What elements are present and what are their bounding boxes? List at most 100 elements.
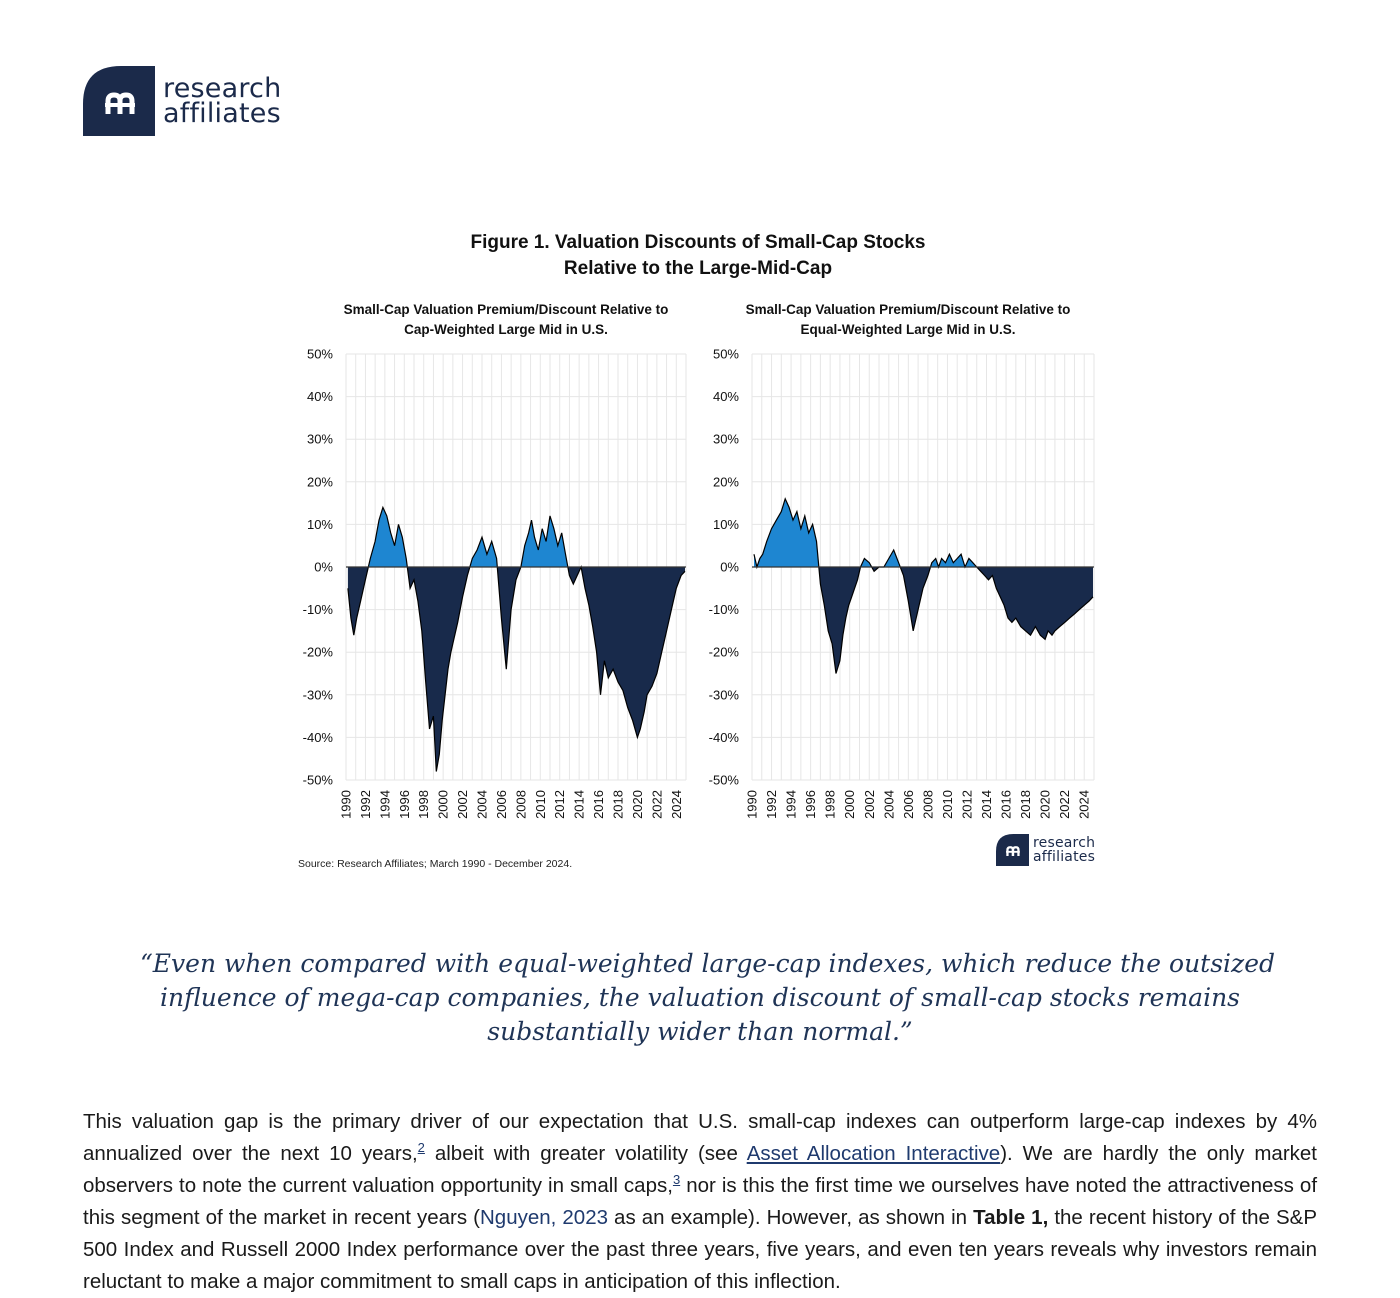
x-tick-label: 2018 [1018,790,1033,819]
x-tick-label: 1992 [764,790,779,819]
x-tick-label: 2022 [649,790,664,819]
x-tick-label: 1996 [397,790,412,819]
body-text-segment: This valuation gap is the primary driver… [83,1110,1317,1165]
discount-area [754,567,1093,674]
logo-line-research: research [163,73,282,104]
figure-title-line1: Figure 1. Valuation Discounts of Small-C… [470,232,926,253]
y-tick-label: -10% [303,602,334,617]
x-tick-label: 1992 [358,790,373,819]
figure-title: Figure 1. Valuation Discounts of Small-C… [400,230,996,282]
x-tick-label: 2012 [959,790,974,819]
x-tick-label: 2010 [533,790,548,819]
left-chart-title-line1: Small-Cap Valuation Premium/Discount Rel… [343,302,669,317]
y-tick-label: -30% [709,687,740,702]
figure-logo: research affiliates [996,831,1095,869]
x-tick-label: 2024 [1077,790,1092,819]
x-tick-label: 2016 [591,790,606,819]
x-tick-label: 1994 [784,790,799,819]
x-tick-label: 2002 [455,790,470,819]
x-tick-label: 1996 [803,790,818,819]
x-tick-label: 2022 [1057,790,1072,819]
research-affiliates-logo-icon [83,66,155,136]
x-tick-label: 2018 [611,790,626,819]
asset-allocation-interactive-link[interactable]: Asset Allocation Interactive [746,1142,1001,1165]
logo-wordmark: research affiliates [163,73,282,129]
table-1-reference: Table 1, [973,1206,1049,1229]
x-tick-label: 2020 [630,790,645,819]
x-tick-label: 1990 [339,790,354,819]
y-tick-label: 0% [314,560,333,575]
body-text-segment: ). We are hardly the only market observe… [83,1142,1318,1197]
y-tick-label: 50% [713,347,739,362]
pull-quote-line3: substantially wider than normal.” [487,1017,913,1046]
x-tick-label: 2024 [669,790,684,819]
y-tick-label: 20% [307,474,333,489]
y-tick-label: -50% [709,773,740,788]
right-chart-title-line1: Small-Cap Valuation Premium/Discount Rel… [745,302,1071,317]
x-tick-label: 2010 [940,790,955,819]
y-tick-label: -40% [709,730,740,745]
x-tick-label: 2006 [494,790,509,819]
discount-area [347,567,685,772]
valuation-series-line [753,497,1094,674]
valuation-series-line [347,505,686,772]
x-tick-label: 2014 [572,790,587,819]
figure-logo-line1: research [1033,835,1096,851]
figure-source-note: Source: Research Affiliates; March 1990 … [298,858,573,870]
figure-logo-wordmark: research affiliates [1033,836,1095,864]
body-text-segment: nor is this the first time we ourselves … [83,1174,1318,1229]
pull-quote: “Even when compared with equal-weighted … [140,947,1276,1049]
y-tick-label: 30% [713,432,739,447]
y-tick-label: 40% [713,389,739,404]
x-tick-label: 2020 [1038,790,1053,819]
right-chart: 50% 40% 30% 20% 10% 0% -10% -20% -30% -40% -50% 199… [709,347,1095,819]
y-tick-label: -40% [303,730,334,745]
y-tick-label: -20% [303,645,334,660]
pull-quote-line2: influence of mega-cap companies, the val… [159,983,1241,1012]
y-tick-label: -30% [303,687,334,702]
x-tick-label: 2008 [513,790,528,819]
x-tick-label: 2006 [901,790,916,819]
footnote-2-link[interactable]: 2 [417,1140,425,1156]
figure-logo-line2: affiliates [1033,849,1096,865]
right-chart-title-line2: Equal-Weighted Large Mid in U.S. [800,322,1016,337]
valuation-charts: 50% 40% 30% 20% 10% 0% -10% -20% -30% -40% -50% 199… [303,347,1095,819]
figure-title-line2: Relative to the Large-Mid-Cap [563,258,833,279]
right-chart-title: Small-Cap Valuation Premium/Discount Rel… [708,300,1108,340]
x-tick-label: 2004 [475,790,490,819]
x-tick-label: 2002 [862,790,877,819]
y-tick-label: 10% [307,517,333,532]
logo-line-affiliates: affiliates [163,98,281,129]
left-chart-title: Small-Cap Valuation Premium/Discount Rel… [306,300,706,340]
x-tick-label: 2008 [920,790,935,819]
y-tick-label: -10% [709,602,740,617]
x-tick-label: 1994 [377,790,392,819]
research-affiliates-logo[interactable]: research affiliates [83,66,281,136]
y-tick-label: 0% [720,560,739,575]
y-tick-label: 40% [307,389,333,404]
y-tick-label: 30% [307,432,333,447]
x-tick-label: 2016 [999,790,1014,819]
research-affiliates-logo-icon [996,833,1029,867]
left-chart: 50% 40% 30% 20% 10% 0% -10% -20% -30% -40% -50% 199… [303,347,687,819]
body-paragraph: This valuation gap is the primary driver… [83,1106,1317,1298]
y-tick-label: -20% [709,645,740,660]
body-text-segment: as an example). However, as shown in [608,1206,974,1229]
body-text-segment: albeit with greater volatility (see [424,1142,747,1165]
x-tick-label: 1998 [416,790,431,819]
y-tick-label: 20% [713,474,739,489]
pull-quote-line1: “Even when compared with equal-weighted … [140,949,1276,978]
y-tick-label: 50% [307,347,333,362]
footnote-3-link[interactable]: 3 [672,1172,681,1188]
x-tick-label: 1990 [745,790,760,819]
x-tick-label: 2000 [842,790,857,819]
x-tick-label: 2012 [552,790,567,819]
nguyen-2023-link[interactable]: Nguyen, 2023 [480,1206,608,1229]
x-tick-label: 2014 [979,790,994,819]
left-chart-title-line2: Cap-Weighted Large Mid in U.S. [404,322,608,337]
y-tick-label: -50% [303,773,334,788]
x-tick-label: 2004 [881,790,896,819]
y-tick-label: 10% [713,517,739,532]
x-tick-label: 2000 [436,790,451,819]
x-tick-label: 1998 [823,790,838,819]
